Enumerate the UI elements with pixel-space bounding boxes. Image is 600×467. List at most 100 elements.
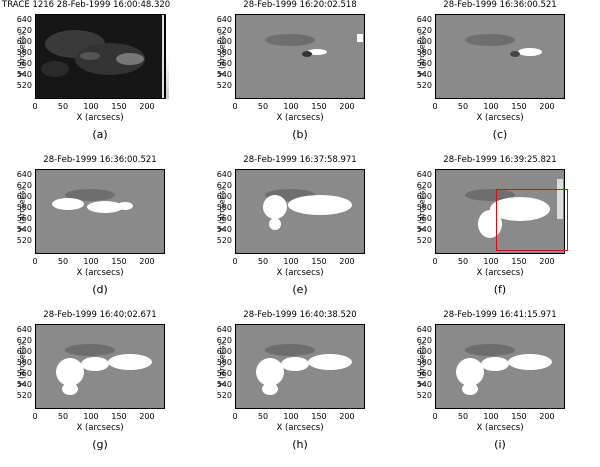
x-tick-label: 0 xyxy=(432,257,438,266)
y-axis-label: Y (arcsecs) xyxy=(217,342,227,387)
x-axis-label: X (arcsecs) xyxy=(476,113,524,123)
y-tick-label: 640 xyxy=(416,15,432,24)
x-tick-label: 50 xyxy=(457,102,469,111)
panel-title: 28-Feb-1999 16:36:00.521 xyxy=(43,155,157,165)
x-tick-label: 100 xyxy=(83,102,99,111)
y-axis-label: Y (arcsecs) xyxy=(417,32,427,77)
y-axis-label: Y (arcsecs) xyxy=(17,32,27,77)
panel-label: (g) xyxy=(92,438,108,451)
y-tick-label: 540 xyxy=(216,225,232,234)
solar-image xyxy=(435,169,565,254)
x-tick-label: 100 xyxy=(483,102,499,111)
x-tick-label: 200 xyxy=(139,412,155,421)
x-tick-label: 0 xyxy=(432,102,438,111)
solar-image xyxy=(235,169,365,254)
y-tick-label: 600 xyxy=(16,37,32,46)
x-tick-label: 50 xyxy=(257,102,269,111)
y-tick-label: 600 xyxy=(416,37,432,46)
y-tick-label: 520 xyxy=(16,236,32,245)
y-tick-label: 620 xyxy=(16,336,32,345)
x-tick-label: 50 xyxy=(257,257,269,266)
x-tick-label: 150 xyxy=(311,412,327,421)
x-tick-label: 150 xyxy=(111,412,127,421)
highlight-box xyxy=(496,189,568,251)
x-tick-label: 150 xyxy=(311,257,327,266)
x-tick-label: 0 xyxy=(432,412,438,421)
panel-title: 28-Feb-1999 16:37:58.971 xyxy=(243,155,357,165)
figure-panel: 28-Feb-1999 16:20:02.518 640 620 600 580 560… xyxy=(200,0,400,155)
y-tick-label: 580 xyxy=(16,48,32,57)
solar-image xyxy=(435,14,565,99)
y-tick-label: 560 xyxy=(216,369,232,378)
figure-panel: 28-Feb-1999 16:37:58.971 640 620 600 580 560… xyxy=(200,155,400,310)
y-tick-label: 560 xyxy=(16,214,32,223)
figure-panel: 28-Feb-1999 16:40:38.520 640 620 600 580 560… xyxy=(200,310,400,465)
y-tick-label: 620 xyxy=(16,181,32,190)
y-tick-label: 540 xyxy=(416,70,432,79)
y-tick-label: 600 xyxy=(216,347,232,356)
x-tick-label: 150 xyxy=(511,257,527,266)
y-tick-label: 620 xyxy=(416,336,432,345)
y-tick-label: 640 xyxy=(16,170,32,179)
y-tick-label: 620 xyxy=(216,181,232,190)
y-axis-label: Y (arcsecs) xyxy=(217,32,227,77)
y-tick-label: 580 xyxy=(416,48,432,57)
y-tick-label: 540 xyxy=(16,70,32,79)
y-axis-label: Y (arcsecs) xyxy=(417,187,427,232)
x-tick-label: 150 xyxy=(511,102,527,111)
panel-label: (a) xyxy=(92,128,108,141)
y-tick-label: 620 xyxy=(216,336,232,345)
y-tick-label: 580 xyxy=(16,203,32,212)
y-tick-label: 600 xyxy=(16,192,32,201)
y-tick-label: 600 xyxy=(16,347,32,356)
y-tick-label: 580 xyxy=(416,203,432,212)
x-tick-label: 100 xyxy=(83,412,99,421)
y-tick-label: 560 xyxy=(216,59,232,68)
y-tick-label: 520 xyxy=(16,391,32,400)
x-tick-label: 100 xyxy=(283,102,299,111)
x-axis-label: X (arcsecs) xyxy=(276,268,324,278)
y-tick-label: 600 xyxy=(416,192,432,201)
y-tick-label: 520 xyxy=(216,236,232,245)
x-tick-label: 50 xyxy=(257,412,269,421)
y-tick-label: 640 xyxy=(216,325,232,334)
y-tick-label: 560 xyxy=(416,214,432,223)
x-tick-label: 150 xyxy=(111,102,127,111)
y-tick-label: 520 xyxy=(16,81,32,90)
figure-panel: 28-Feb-1999 16:36:00.521 640 620 600 580 560… xyxy=(0,155,200,310)
solar-image xyxy=(235,324,365,409)
panel-title: 28-Feb-1999 16:39:25.821 xyxy=(443,155,557,165)
figure-panel: 28-Feb-1999 16:39:25.821 640 620 600 580 560… xyxy=(400,155,600,310)
y-tick-label: 640 xyxy=(216,170,232,179)
x-axis-label: X (arcsecs) xyxy=(276,423,324,433)
y-tick-label: 620 xyxy=(16,26,32,35)
panel-label: (h) xyxy=(292,438,308,451)
x-tick-label: 0 xyxy=(32,412,38,421)
y-tick-label: 520 xyxy=(416,81,432,90)
panel-title: 28-Feb-1999 16:36:00.521 xyxy=(443,0,557,10)
solar-image xyxy=(435,324,565,409)
y-tick-label: 620 xyxy=(416,181,432,190)
y-tick-label: 580 xyxy=(216,358,232,367)
y-tick-label: 520 xyxy=(216,81,232,90)
panel-title: 28-Feb-1999 16:40:02.671 xyxy=(43,310,157,320)
y-tick-label: 640 xyxy=(16,325,32,334)
colorbar xyxy=(165,14,169,99)
figure-panel: 28-Feb-1999 16:40:02.671 640 620 600 580 560… xyxy=(0,310,200,465)
y-tick-label: 580 xyxy=(16,358,32,367)
x-tick-label: 0 xyxy=(232,412,238,421)
y-axis-label: Y (arcsecs) xyxy=(17,342,27,387)
y-axis-label: Y (arcsecs) xyxy=(217,187,227,232)
y-tick-label: 540 xyxy=(16,225,32,234)
y-tick-label: 560 xyxy=(416,59,432,68)
y-tick-label: 520 xyxy=(216,391,232,400)
x-tick-label: 200 xyxy=(539,412,555,421)
y-tick-label: 640 xyxy=(216,15,232,24)
x-tick-label: 100 xyxy=(483,257,499,266)
x-axis-label: X (arcsecs) xyxy=(276,113,324,123)
figure-panel: 28-Feb-1999 16:36:00.521 640 620 600 580 560… xyxy=(400,0,600,155)
panel-title: 28-Feb-1999 16:40:38.520 xyxy=(243,310,357,320)
x-tick-label: 200 xyxy=(339,102,355,111)
y-tick-label: 640 xyxy=(416,325,432,334)
y-axis-label: Y (arcsecs) xyxy=(417,342,427,387)
